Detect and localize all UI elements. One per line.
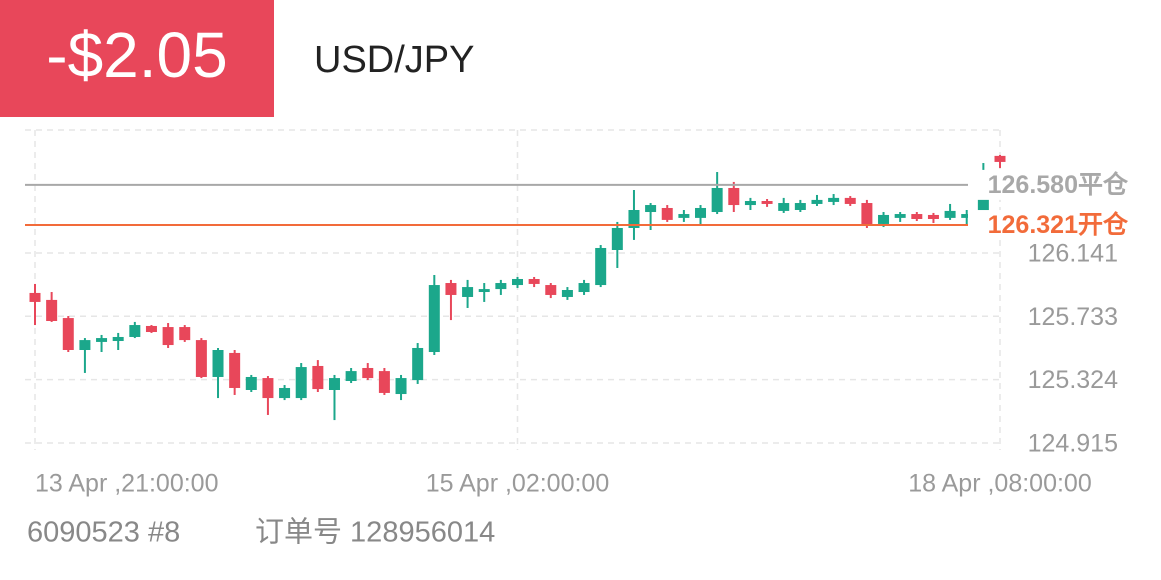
candle-body — [179, 327, 191, 341]
candle-body — [528, 278, 540, 284]
candle-body — [944, 210, 956, 218]
candle-body — [961, 214, 973, 218]
candle-body — [395, 378, 407, 395]
candle-body — [611, 227, 623, 250]
candle-body — [245, 376, 257, 390]
candle-body — [728, 187, 740, 206]
candle-body — [844, 197, 856, 204]
reference-name: 开仓 — [1078, 210, 1129, 239]
y-tick-label: 124.915 — [1028, 430, 1118, 458]
candle-body — [794, 203, 806, 210]
candle-body — [279, 387, 291, 399]
symbol: USD/JPY — [314, 39, 474, 81]
candle-body — [212, 350, 224, 377]
candle-body — [661, 207, 673, 220]
candle-body — [977, 197, 989, 218]
pnl: -$2.05 — [46, 19, 227, 91]
candle-body — [878, 214, 890, 224]
candle-body — [778, 203, 790, 211]
candle-body — [761, 201, 773, 204]
candle-body — [628, 210, 640, 228]
reference-label: 126.580平仓 — [968, 169, 1130, 200]
candle-body — [262, 378, 274, 399]
candle-body — [162, 327, 174, 346]
candle-body — [195, 340, 207, 377]
candle-body — [229, 352, 241, 388]
pnl-box — [0, 0, 274, 117]
candle-body — [811, 199, 823, 204]
y-tick-label: 125.324 — [1028, 366, 1118, 394]
candle-body — [894, 214, 906, 218]
y-tick-label: 125.733 — [1028, 303, 1118, 331]
candle-body — [911, 214, 923, 219]
candle-body — [428, 285, 440, 353]
y-tick-label: 126.141 — [1028, 240, 1118, 268]
candle-body — [445, 283, 457, 295]
candle-body — [861, 203, 873, 226]
candle-body — [994, 155, 1006, 162]
candle-body — [378, 371, 390, 393]
candle-body — [462, 287, 474, 297]
reference-name: 平仓 — [1078, 169, 1129, 198]
reference-label-text: 126.580平仓 — [988, 169, 1129, 198]
candle-body — [62, 318, 74, 350]
candle-body — [46, 299, 58, 322]
candle-body — [828, 197, 840, 202]
candle-body — [29, 292, 41, 302]
candle-body — [695, 207, 707, 218]
candle-body — [478, 289, 490, 293]
candle-body — [512, 278, 523, 286]
reference-value: 126.321 — [988, 211, 1078, 239]
candle-body — [578, 283, 590, 293]
reference-value: 126.580 — [988, 170, 1078, 198]
reference-label-text: 126.321开仓 — [988, 210, 1129, 239]
candle-body — [295, 367, 307, 399]
candle-body — [678, 214, 690, 218]
x-tick-label: 15 Apr ,02:00:00 — [426, 470, 609, 498]
candle-body — [129, 325, 141, 337]
candle-body — [362, 367, 374, 379]
order-number: 订单号 128956014 — [255, 516, 495, 549]
candle-body — [561, 290, 573, 297]
candle-body — [328, 378, 340, 390]
candle-body — [744, 201, 756, 206]
x-tick-label: 18 Apr ,08:00:00 — [908, 470, 1091, 498]
reference-label-bg — [968, 169, 1130, 200]
candle-body — [96, 338, 108, 342]
candle-body — [412, 347, 424, 381]
candle-body — [312, 365, 324, 390]
plot: 124.915 125.324 125.733 126.141 13 Apr ,21:0… — [25, 129, 1130, 498]
candle-body — [345, 371, 357, 382]
reference-label: 126.321开仓 — [968, 210, 1130, 241]
candle-body — [595, 247, 607, 286]
candle-body — [112, 336, 124, 342]
candle-body — [545, 285, 557, 295]
candle-body — [711, 187, 723, 213]
candle-body — [645, 205, 657, 213]
candle-body — [495, 283, 507, 290]
candle-body — [927, 214, 939, 219]
candle-body — [79, 340, 91, 350]
reference-label-bg — [968, 210, 1130, 241]
candle-body — [145, 325, 157, 333]
account: 6090523 #8 — [27, 517, 180, 549]
x-tick-label: 13 Apr ,21:00:00 — [35, 470, 218, 498]
